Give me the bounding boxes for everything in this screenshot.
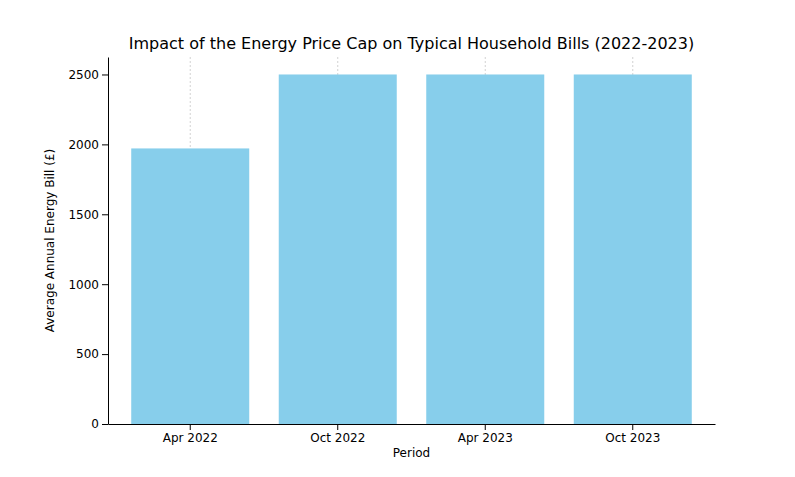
y-axis-title: Average Annual Energy Bill (£)	[43, 149, 57, 333]
y-tick-label: 1500	[68, 208, 99, 222]
y-tick-label: 500	[76, 347, 99, 361]
y-axis: 0 500 1000 1500 2000 2500	[68, 58, 108, 432]
y-tick-mark	[102, 214, 108, 215]
x-axis: Apr 2022 Oct 2022 Apr 2023 Oct 2023	[109, 424, 716, 445]
chart: Apr 2022 Oct 2022 Apr 2023 Oct 2023 0 500 1000…	[0, 0, 795, 477]
x-axis-title: Period	[393, 446, 430, 460]
bar	[131, 148, 249, 424]
grid	[190, 57, 633, 424]
bar	[574, 74, 692, 424]
y-tick: 1000	[68, 278, 108, 292]
y-tick-label: 0	[91, 417, 99, 431]
y-tick-label: 2500	[68, 68, 99, 82]
y-tick: 500	[76, 347, 108, 361]
plot: Apr 2022 Oct 2022 Apr 2023 Oct 2023 0 500 1000…	[68, 57, 715, 445]
x-tick-mark	[632, 424, 633, 430]
x-tick-label: Apr 2023	[458, 431, 513, 445]
y-tick: 0	[91, 417, 108, 431]
bar	[279, 74, 397, 424]
y-tick-label: 2000	[68, 138, 99, 152]
y-tick-mark	[102, 74, 108, 75]
x-tick-label: Apr 2022	[163, 431, 218, 445]
y-tick: 2000	[68, 138, 108, 152]
x-tick-label: Oct 2022	[310, 431, 365, 445]
x-tick: Apr 2022	[163, 424, 218, 445]
y-tick-mark	[102, 424, 108, 425]
x-axis-line	[109, 424, 716, 425]
x-tick: Apr 2023	[458, 424, 513, 445]
y-tick-label: 1000	[68, 278, 99, 292]
x-tick: Oct 2022	[310, 424, 365, 445]
x-tick: Oct 2023	[605, 424, 660, 445]
x-tick-mark	[485, 424, 486, 430]
bar	[426, 74, 544, 424]
x-tick-mark	[190, 424, 191, 430]
x-tick-label: Oct 2023	[605, 431, 660, 445]
y-tick-mark	[102, 284, 108, 285]
y-tick-mark	[102, 144, 108, 145]
y-tick: 1500	[68, 208, 108, 222]
x-tick-mark	[337, 424, 338, 430]
y-tick: 2500	[68, 68, 108, 82]
y-tick-mark	[102, 354, 108, 355]
y-axis-line	[108, 58, 109, 425]
bars	[131, 74, 692, 424]
title: Impact of the Energy Price Cap on Typica…	[129, 34, 694, 53]
